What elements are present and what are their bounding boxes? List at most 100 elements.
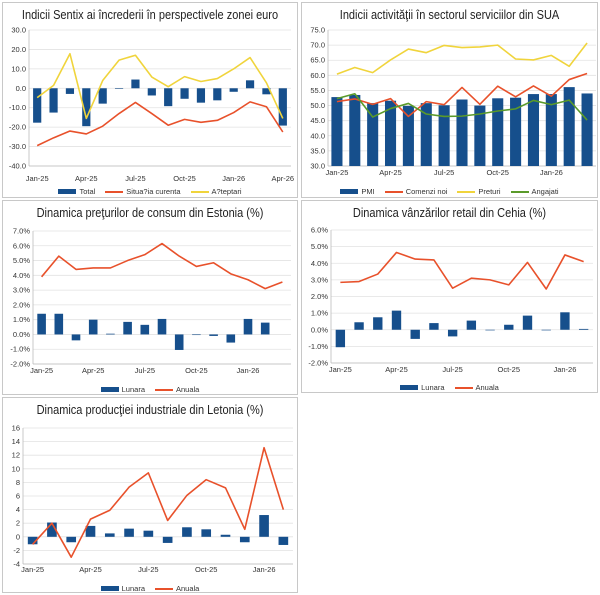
series-line <box>36 52 284 120</box>
bar <box>243 318 253 335</box>
legend-label: Preturi <box>478 187 501 196</box>
y-tick-label: 0.0 <box>16 84 26 93</box>
legend-item: Lunara <box>100 385 145 394</box>
bar <box>229 88 238 92</box>
x-tick-label: Jul-25 <box>434 168 454 177</box>
x-tick-label: Jul-25 <box>125 174 145 183</box>
chart-svg: 75.0 70.0 65.0 60.0 55.0 50.0 45.0 40.0 35.0 30.0… <box>310 26 596 177</box>
legend-item: Preturi <box>457 187 501 196</box>
legend-item: Anuala <box>155 584 199 593</box>
legend-item: Angajati <box>510 187 559 196</box>
y-tick-label: 8 <box>16 478 20 487</box>
legend-swatch <box>190 190 209 193</box>
bar <box>143 530 154 537</box>
y-tick-label: 30.0 <box>310 162 325 171</box>
legend-swatch <box>105 190 124 193</box>
chart-svg: 6.0%5.0%4.0%3.0%2.0%1.0%0.0%-1.0%-2.0%Ja… <box>308 226 593 374</box>
x-tick-label: Jul-25 <box>135 366 155 375</box>
bar <box>541 329 551 331</box>
bar <box>466 320 477 330</box>
x-tick-label: Oct-25 <box>486 168 509 177</box>
bar <box>278 536 289 545</box>
x-tick-label: Oct-25 <box>195 565 218 574</box>
legend-label: Total <box>79 187 96 196</box>
y-tick-label: 70.0 <box>310 41 325 50</box>
legend-label: PMI <box>361 187 375 196</box>
bar <box>88 319 98 335</box>
chart-title: Indicii Sentix ai încrederii în perspect… <box>21 8 279 22</box>
bar <box>331 97 343 166</box>
series-line <box>40 242 283 290</box>
bar <box>37 313 46 335</box>
bar <box>131 79 140 89</box>
bar <box>82 88 91 127</box>
bar <box>98 88 107 104</box>
bar <box>33 88 42 123</box>
y-tick-label: 5.0% <box>13 256 30 265</box>
y-tick-label: 75.0 <box>310 26 325 35</box>
y-tick-label: 1.0% <box>13 315 30 324</box>
bar <box>545 94 557 166</box>
x-tick-label: Jan-25 <box>329 365 352 374</box>
chart-title: Dinamica preţurilor de consum din Estoni… <box>36 206 264 220</box>
x-tick-label: Apr-25 <box>385 365 408 374</box>
bar <box>384 100 397 166</box>
bar <box>259 515 269 537</box>
y-tick-label: -20.0 <box>9 123 26 132</box>
legend-swatch <box>510 190 529 193</box>
legend-swatch <box>58 189 77 194</box>
y-tick-label: -1.0% <box>10 345 30 354</box>
bar <box>66 536 77 543</box>
legend: Lunara Anuala <box>302 383 597 392</box>
bar <box>182 527 192 537</box>
bar <box>578 328 589 330</box>
x-tick-label: Apr-25 <box>79 565 102 574</box>
y-tick-label: -10.0 <box>9 103 26 112</box>
series-line <box>32 446 285 558</box>
bar <box>563 87 575 166</box>
legend-label: A?teptari <box>211 187 242 196</box>
bar <box>65 88 75 94</box>
y-tick-label: -2.0% <box>308 359 328 368</box>
legend: Lunara Anuala <box>3 584 297 593</box>
bar <box>581 93 593 166</box>
chart-title: Dinamica producţiei industriale din Leto… <box>36 403 264 417</box>
bar <box>157 318 167 335</box>
y-tick-label: 5.0% <box>311 242 328 251</box>
legend-swatch <box>454 386 473 389</box>
bar <box>402 105 414 166</box>
series-line <box>36 101 284 147</box>
bar <box>196 88 206 103</box>
bar <box>391 310 402 330</box>
x-tick-label: Oct-25 <box>498 365 521 374</box>
y-tick-label: 2 <box>16 519 20 528</box>
y-tick-label: 6 <box>16 492 20 501</box>
y-tick-label: 20.0 <box>11 45 26 54</box>
x-tick-label: Oct-25 <box>173 174 196 183</box>
x-tick-label: Jan-25 <box>26 174 49 183</box>
bar <box>180 88 189 99</box>
y-tick-label: 16 <box>12 424 20 433</box>
legend-swatch <box>384 190 403 193</box>
bar <box>485 329 495 331</box>
y-tick-label: 40.0 <box>310 131 325 140</box>
bar <box>192 334 201 336</box>
y-tick-label: 50.0 <box>310 101 325 110</box>
y-tick-label: -40.0 <box>9 162 26 171</box>
legend-label: Lunara <box>421 383 445 392</box>
legend-label: Comenzi noi <box>405 187 448 196</box>
y-tick-label: 4.0% <box>311 259 328 268</box>
chart-title: Dinamica vânzărilor retail din Cehia (%) <box>352 206 547 220</box>
legend-label: Anuala <box>176 584 200 593</box>
legend-item: PMI <box>340 187 375 196</box>
y-tick-label: 60.0 <box>310 71 325 80</box>
bar <box>429 323 439 330</box>
y-tick-label: -2 <box>13 546 20 555</box>
bar <box>410 329 420 339</box>
y-tick-label: 2.0% <box>311 292 328 301</box>
bar <box>174 334 184 350</box>
legend-item: Anuala <box>155 385 199 394</box>
series-line <box>336 42 588 75</box>
x-tick-label: Apr-25 <box>379 168 402 177</box>
y-tick-label: 35.0 <box>310 146 325 155</box>
